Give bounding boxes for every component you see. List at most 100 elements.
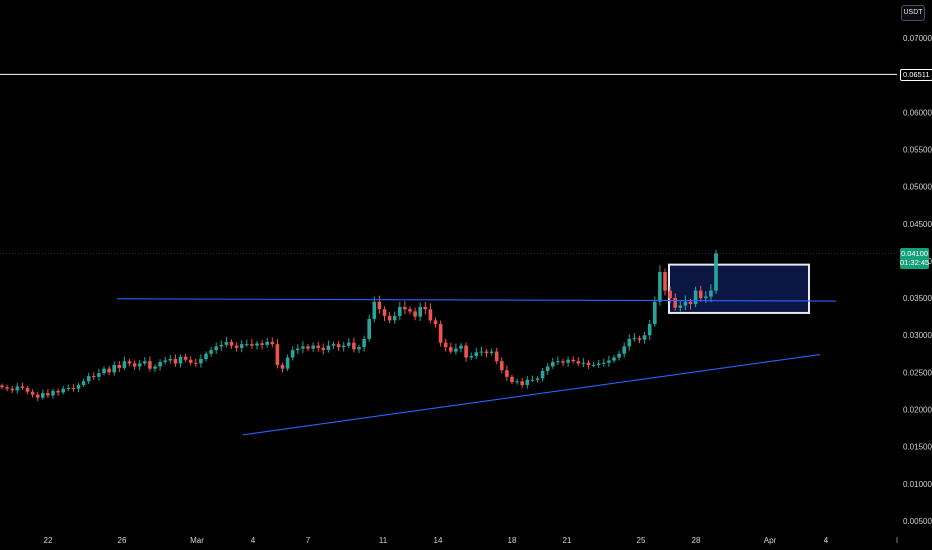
candle-body (107, 368, 111, 373)
candle-body (122, 361, 127, 368)
candle-body (311, 345, 315, 349)
candle-body (229, 341, 234, 346)
current-price-label: 0.04100 01:32:45 (900, 248, 929, 269)
y-tick-label: 0.04500 (903, 220, 932, 229)
candle-body (372, 301, 377, 319)
candle-body (438, 324, 443, 343)
candle-body (566, 359, 570, 363)
candle-body (71, 387, 76, 389)
candle-body (637, 338, 642, 340)
candle-body (97, 373, 101, 377)
candle-body (301, 346, 305, 349)
candle-body (326, 345, 331, 351)
candle-body (56, 390, 60, 393)
candle-body (296, 348, 300, 351)
candle-body (642, 335, 647, 340)
y-axis: 0.070000.065000.060000.055000.050000.045… (903, 34, 932, 526)
candle-body (102, 368, 106, 374)
candle-body (173, 359, 178, 364)
candle-body (714, 253, 718, 291)
candle-body (132, 363, 137, 367)
candle-body (178, 356, 183, 364)
y-tick-label: 0.01000 (903, 480, 932, 489)
candle-body (51, 390, 55, 396)
currency-button[interactable]: USDT (901, 5, 925, 21)
candle-body (571, 359, 575, 362)
y-tick-label: 0.02500 (903, 368, 932, 377)
candle-body (46, 393, 50, 396)
candle-body (398, 306, 402, 316)
y-tick-label: 0.01500 (903, 443, 932, 452)
candle-body (663, 272, 667, 291)
candle-body (581, 362, 586, 364)
drawings-layer (0, 73, 897, 436)
candle-body (255, 343, 259, 346)
x-tick-label: Apr (764, 536, 777, 545)
candle-body (428, 309, 433, 321)
candle-body (392, 315, 397, 321)
candle-body (551, 361, 555, 367)
candle-body (250, 344, 254, 346)
candle-body (653, 301, 657, 325)
candle-body (336, 344, 341, 348)
candle-body (183, 356, 188, 360)
candle-body (596, 363, 601, 365)
candle-body (413, 311, 417, 317)
candle-body (469, 356, 473, 358)
y-tick-label: 0.03500 (903, 294, 932, 303)
candle-body (270, 341, 275, 345)
x-tick-label: 14 (434, 536, 443, 545)
candle-body (290, 350, 295, 358)
y-tick-label: 0.02000 (903, 406, 932, 415)
candle-body (408, 309, 412, 312)
candle-body (321, 347, 326, 351)
x-tick-label: 28 (692, 536, 701, 545)
candle-body (403, 306, 407, 310)
trendline-resistance (116, 298, 837, 302)
candle-body (239, 344, 244, 348)
candle-body (693, 290, 698, 305)
candle-body (204, 353, 208, 360)
candle-body (148, 361, 152, 369)
candle-body (658, 272, 662, 302)
candle-body (454, 348, 458, 352)
candle-body (112, 364, 116, 373)
candle-body (688, 301, 693, 305)
candle-body (678, 305, 683, 308)
candle-body (576, 361, 581, 364)
candle-body (627, 338, 632, 347)
candle-body (10, 388, 14, 391)
candle-body (331, 344, 336, 346)
candle-body (617, 353, 621, 358)
candle-body (357, 347, 361, 350)
candle-body (433, 320, 438, 325)
candle-body (214, 346, 218, 351)
candle-body (127, 361, 132, 364)
candle-body (367, 318, 371, 339)
candle-body (535, 378, 540, 380)
candle-countdown: 01:32:45 (900, 258, 930, 267)
candle-body (81, 381, 86, 386)
candle-body (25, 387, 30, 392)
x-tick-label: 25 (637, 536, 646, 545)
candle-body (423, 306, 428, 310)
candle-body (234, 345, 239, 348)
candle-body (505, 370, 509, 377)
candle-body (494, 351, 499, 362)
candle-body (275, 344, 280, 365)
candle-body (545, 366, 550, 371)
x-tick-label: 7 (306, 536, 311, 545)
candle-body (66, 387, 71, 389)
candle-body (479, 351, 484, 353)
candle-body (209, 350, 213, 354)
candle-body (306, 346, 310, 349)
candle-body (500, 361, 504, 371)
candle-body (510, 376, 514, 383)
candle-body (377, 301, 382, 310)
candle-body (484, 351, 489, 354)
x-tick-label: 22 (44, 536, 53, 545)
trendline-support (242, 354, 821, 436)
candle-body (540, 370, 545, 379)
candle-body (464, 345, 468, 358)
